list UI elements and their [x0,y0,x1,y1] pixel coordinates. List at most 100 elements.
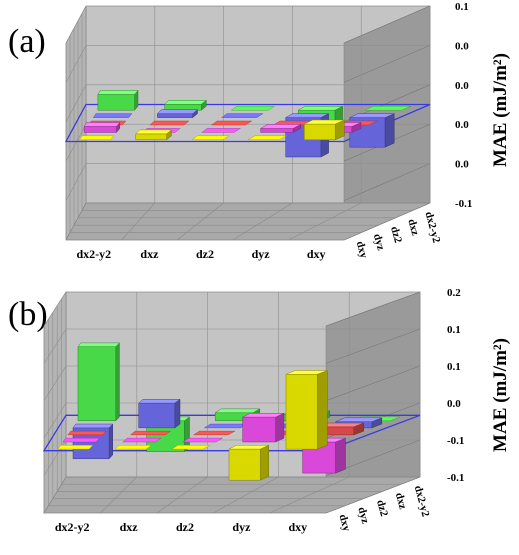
x-category-label: dxz [140,247,159,261]
bar [230,105,276,111]
bar-flat [201,128,242,133]
bar [285,370,328,450]
bar-top [259,124,301,129]
bar-side [260,444,269,481]
bar-side [115,342,120,422]
left-wall-gridline [65,45,87,83]
bar-flat [57,445,94,450]
bar-top [304,119,345,125]
y-tick-label: 0.1 [447,361,461,373]
bar [242,412,285,443]
bar [135,129,173,141]
bar-top [214,408,261,414]
bar-top [242,413,285,418]
y-axis-label: MAE (mJ/m²) [490,53,511,167]
y-tick-label: 0.2 [447,287,461,299]
bar-top [138,399,181,404]
panel-label: (a) [8,23,46,60]
floor-gridline [100,476,138,514]
x-category-label: dyz [252,247,271,261]
bar-front [228,448,261,481]
bar-front [83,126,117,133]
z-category-label: dxy [337,513,353,533]
bar-flat [92,113,133,118]
panel-b: (b) 0.2 0.1 0.1 0.0 -0.1 -0.1 MAE (mJ/m²) dx2-y2… [8,287,511,534]
bar-top [284,113,329,118]
left-wall [43,290,67,515]
bar [192,430,236,436]
bar-front [77,346,116,422]
left-wall-gridline [43,328,67,364]
bar-front [304,123,336,141]
bar-top [97,90,139,95]
zero-plane [64,103,431,143]
z-category-label: dz2 [374,499,390,519]
bar [149,120,190,126]
bar-flat [230,105,276,111]
bar [83,121,121,134]
bar-flat [130,430,172,436]
bar-flat [191,135,230,141]
x-category-label: dz2 [196,247,214,261]
y-tick-label: -0.1 [447,472,464,484]
z-category-label: dxz [405,218,421,237]
y-tick-label: 0.1 [447,324,461,336]
bar-flat [149,120,190,126]
bar-flat [67,430,107,436]
x-category-label: dxy [307,247,326,261]
bar [138,398,181,429]
bar-side [275,412,285,443]
bar-side [174,398,181,429]
bar-top [77,342,120,347]
bar [92,113,133,118]
bar [203,423,249,429]
bar [97,89,139,111]
bar-flat [247,135,287,141]
bar [77,342,120,422]
x-category-label: dyz [232,520,251,534]
y-tick-label: 0.0 [455,80,469,92]
z-category-label: dyz [371,233,387,252]
floor-gridline [156,476,208,514]
bar [191,135,230,141]
left-wall-gridline [43,291,67,327]
bar-top [335,417,382,422]
y-tick-label: 0.0 [455,119,469,131]
right-wall-gridline [325,328,421,364]
z-category-label: dxz [393,491,409,510]
bar-top [349,113,395,118]
bar [302,437,346,474]
x-category-label: dxy [288,520,307,534]
bar-front [260,128,294,133]
bar [156,109,199,119]
bar [171,445,211,450]
floor-gridline [43,476,67,514]
bar [79,135,115,141]
y-tick-label: -0.1 [455,198,472,210]
z-category-label: dz2 [388,225,404,245]
bar-side [335,437,346,474]
bar-top [228,444,269,450]
bar-flat [192,430,236,436]
bar-top [72,423,114,429]
right-wall-gridline [343,5,431,44]
bar [304,119,345,141]
left-wall-gridline [65,163,87,201]
bar-flat [182,437,224,443]
floor-gridline [121,202,156,241]
bar-front [97,94,135,111]
panel-label: (b) [8,296,48,333]
bar-side [384,113,395,148]
bar [228,444,269,481]
bar-flat [79,135,115,141]
bar [72,423,114,460]
bar-flat [364,105,411,111]
x-category-label: dz2 [176,520,194,534]
x-category-label: dx2-y2 [55,520,90,534]
bar-top [83,122,121,127]
left-wall-gridline [65,5,87,44]
left-wall-gridline [43,402,67,439]
y-tick-label: 0.1 [455,1,469,13]
